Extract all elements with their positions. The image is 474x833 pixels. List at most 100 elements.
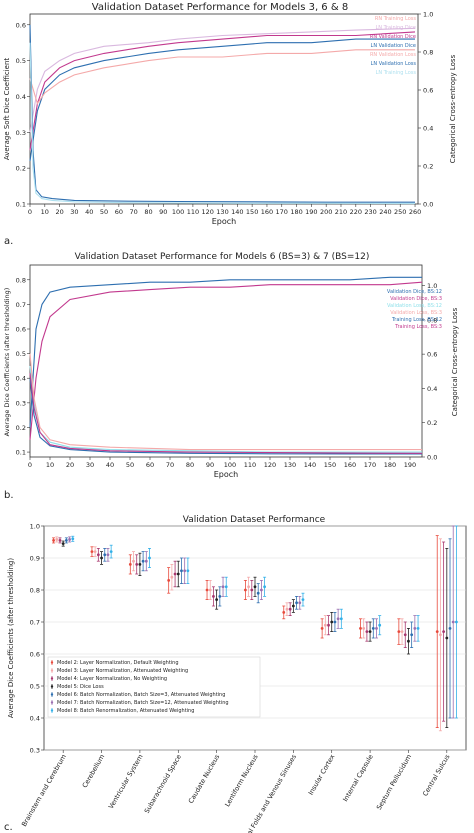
chart-c-legend-entry: Model 8: Batch Renormalization, Attenuat… [57,708,194,714]
chart-c-y-tick-label: 1.0 [30,523,40,531]
chart-c-y-tick-label: 0.9 [30,555,40,563]
chart-c-point [455,620,458,624]
chart-a-x-tick-label: 150 [246,208,258,216]
chart-a-x-tick-label: 70 [130,208,138,216]
chart-c-point [52,539,55,542]
chart-c-y-tick-label: 0.4 [30,715,40,723]
chart-c-point [58,539,62,542]
chart-a-series-bn_dice [29,31,416,151]
chart-a-x-tick-label: 80 [144,208,152,216]
chart-a-x-tick-label: 120 [201,208,213,216]
chart-c-point [224,585,228,589]
chart-c-legend-marker-dot [50,701,54,704]
chart-b-y-tick-label: 0.3 [16,399,26,407]
chart-c-point [410,633,414,637]
chart-c-point [327,623,330,627]
chart-b-x-tick-label: 80 [186,461,194,469]
chart-c-point [365,630,369,633]
chart-c-point [256,591,260,595]
chart-c-point [435,630,439,633]
chart-c-point [378,623,382,627]
chart-c-point [173,572,177,576]
chart-c-point [144,559,148,563]
chart-c-point [61,542,65,545]
chart-panel-c: Validation Dataset Performance Average D… [4,515,467,833]
chart-a-series-bn_loss [29,49,415,105]
chart-a-x-tick-label: 50 [100,208,108,216]
chart-b-x-tick-label: 40 [106,461,114,469]
chart-c-point [282,611,286,614]
chart-c-legend: Model 2: Layer Normalization, Default We… [47,656,261,718]
chart-a-y-tick-label: 0.2 [16,165,26,173]
chart-a-y2-tick-label: 0.2 [423,163,433,171]
chart-a-x-tick-label: 110 [187,208,199,216]
chart-c-point [333,620,337,624]
chart-c-y-tick-label: 0.5 [30,683,40,691]
chart-c-point [244,588,247,592]
chart-c-point [288,607,292,611]
chart-a-plot-area [29,13,419,205]
chart-c-point [320,627,324,630]
chart-c-point [442,630,446,633]
chart-c-legend-marker-dot [50,677,54,680]
chart-c-x-tick-label: Insular Cortex [307,753,337,797]
chart-c-legend-entry: Model 3: Layer Normalization, Attenuated… [57,668,188,674]
chart-c-legend-marker-dot [50,661,54,664]
chart-c-point [180,569,183,573]
chart-c-point [291,604,295,608]
chart-c-point [55,538,59,541]
chart-c-point [141,559,145,563]
chart-a-x-tick-label: 210 [335,208,347,216]
chart-panel-a: Validation Dataset Performance for Model… [3,2,457,247]
chart-b-x-tick-label: 100 [224,461,236,469]
chart-b-xlabel: Epoch [214,470,239,479]
chart-c-point [413,627,417,630]
chart-a-x-tick-label: 190 [305,208,317,216]
chart-c-point [176,572,180,576]
chart-c-point [400,630,404,633]
chart-a-x-tick-label: 140 [231,208,243,216]
chart-c-point [301,598,305,601]
chart-a-y-tick-label: 0.5 [16,57,26,65]
chart-c-point [253,585,257,589]
chart-a-legend-entry: LN Validation Dice [371,43,416,49]
chart-b-y2-tick-label: 0.6 [427,351,437,359]
chart-a-x-tick-label: 60 [115,208,123,216]
chart-a-x-tick-label: 260 [409,208,421,216]
chart-b-x-tick-label: 150 [324,461,336,469]
chart-a-series-group [29,24,416,205]
chart-b-y-tick-label: 0.1 [16,449,26,457]
chart-c-point [68,538,71,541]
chart-a-series-ln_dice [29,38,415,162]
chart-b-x-tick-label: 20 [66,461,74,469]
chart-c-point [339,617,343,621]
chart-b-y2-tick-label: 0.8 [427,316,437,324]
chart-a-x-tick-label: 240 [379,208,391,216]
chart-c-y-tick-label: 0.8 [30,587,40,595]
chart-b-series-group [29,276,423,455]
chart-a-y2-tick-label: 0.0 [423,201,433,209]
chart-c-point [448,627,452,630]
chart-a-x-tick-label: 130 [216,208,228,216]
chart-c-point [64,539,68,542]
chart-b-x-tick-label: 0 [28,461,32,469]
chart-b-x-tick-label: 180 [384,461,396,469]
chart-a-x-tick-label: 40 [85,208,93,216]
chart-c-x-tick-label: Central Sulcus [421,752,452,797]
chart-a-x-tick-label: 200 [320,208,332,216]
chart-b-series-bs3_dice [29,281,423,440]
chart-a-legend-entry: RN Validation Loss [370,52,416,58]
chart-c-point [397,630,401,633]
chart-b-x-tick-label: 50 [126,461,134,469]
chart-c-point [208,588,212,592]
chart-a-y2-tick-label: 0.6 [423,87,433,95]
panel-label-c: c. [4,822,13,833]
chart-a-legend-entry: RN Validation Dice [370,34,416,40]
chart-a-x-tick-label: 10 [41,208,49,216]
chart-a-ylabel: Average Soft Dice Coefficient [3,58,11,161]
chart-c-x-tick-label: Internal Capsule [341,753,374,803]
chart-b-y2-tick-label: 0.2 [427,419,437,427]
chart-c-legend-entry: Model 4: Layer Normalization, No Weighti… [57,676,167,682]
chart-a-x-tick-label: 160 [261,208,273,216]
chart-c-point [135,563,139,566]
